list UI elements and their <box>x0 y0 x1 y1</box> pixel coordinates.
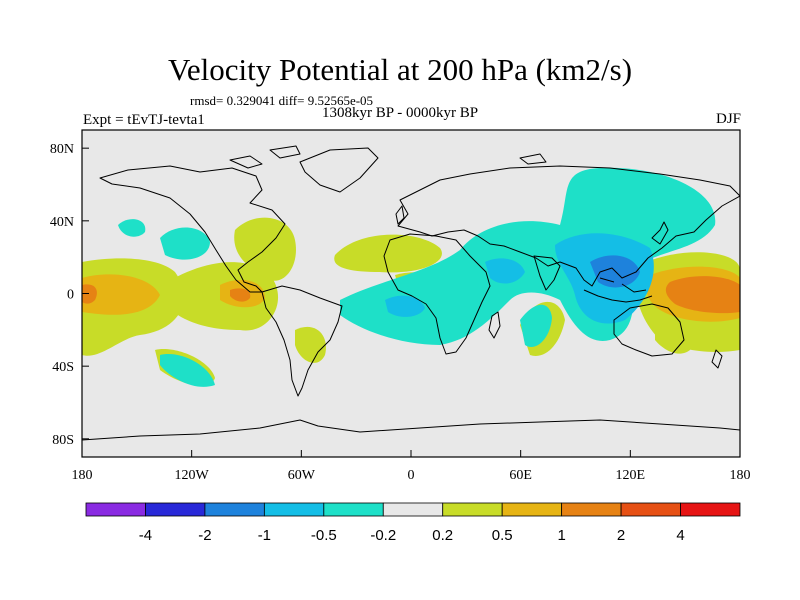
coastline-australia <box>613 303 685 357</box>
experiment-label: Expt = tEvTJ-tevta1 <box>83 112 205 128</box>
contour-darkorange-east-pacific <box>230 288 251 302</box>
colorbar-swatch <box>263 502 325 517</box>
coastline-indonesia <box>583 277 653 303</box>
colorbar-swatch <box>561 502 622 517</box>
colorbar-label: -0.2 <box>370 527 396 544</box>
colorbar-label: 2 <box>617 527 625 544</box>
coastline-madagascar <box>488 311 501 339</box>
colorbar-swatch <box>204 502 265 517</box>
x-tick-label: 180 <box>72 468 93 483</box>
contour-negative-south-pacific <box>160 354 215 387</box>
colorbar-label: 0.2 <box>432 527 453 544</box>
coastline-north-america <box>99 165 286 293</box>
coastline-arctic-islands <box>229 145 547 169</box>
colorbar-swatch <box>382 502 444 517</box>
coastline-uk <box>395 205 405 225</box>
x-tick-label: 120E <box>616 468 646 483</box>
colorbar-label: 4 <box>676 527 684 544</box>
contour-orange-pacific-west <box>82 274 160 315</box>
colorbar-label: 1 <box>557 527 565 544</box>
contour-fills <box>82 167 740 387</box>
period-label: 1308kyr BP - 0000kyr BP <box>322 105 479 121</box>
season-label: DJF <box>715 111 741 127</box>
coastline-new-zealand <box>711 349 723 369</box>
colorbar-swatch <box>145 502 206 517</box>
x-tick-label: 60E <box>509 468 532 483</box>
coastline-india <box>533 255 561 291</box>
stats-label: rmsd= 0.329041 diff= 9.52565e-05 <box>190 93 374 108</box>
contour-negative-southern-indian <box>520 304 552 347</box>
colorbar-label: -2 <box>198 527 211 544</box>
coastline-japan <box>651 221 669 245</box>
colorbar: -4 -2 -1 -0.5 -0.2 0.2 0.5 1 2 4 <box>85 502 741 544</box>
y-tick-label: 40S <box>52 360 74 375</box>
contour-negative-north-atlantic <box>118 219 146 237</box>
y-tick-label: 0 <box>67 288 74 303</box>
colorbar-label: -1 <box>258 527 271 544</box>
contour-positive-atlantic <box>334 234 442 273</box>
x-tick-label: 0 <box>408 468 415 483</box>
coastline-antarctica <box>82 419 740 441</box>
y-tick-label: 80N <box>50 142 74 157</box>
colorbar-swatch <box>501 502 563 517</box>
x-tick-label: 120W <box>175 468 210 483</box>
contour-lightblue-africa <box>385 295 425 317</box>
contour-positive-tasman <box>655 326 691 354</box>
coastline-greenland <box>299 147 379 193</box>
axis-ticks: 180 120W 60W 0 60E 120E 180 80N 40N 0 40S 80S <box>50 142 751 483</box>
coastline-eurasia <box>397 165 740 287</box>
x-tick-label: 60W <box>288 468 316 483</box>
contour-positive-pacific-east <box>155 262 279 331</box>
coastline-south-america <box>261 285 343 397</box>
contour-darkorange-dateline <box>82 284 97 304</box>
colorbar-swatch <box>85 502 146 517</box>
contour-positive-south-america <box>295 326 326 363</box>
colorbar-swatch <box>323 502 384 517</box>
colorbar-label: -0.5 <box>311 527 337 544</box>
contour-darkorange-west-pacific <box>665 276 740 314</box>
contour-negative-north-pacific <box>160 227 210 260</box>
colorbar-swatch <box>442 502 503 517</box>
colorbar-label: -4 <box>139 527 152 544</box>
colorbar-swatch <box>680 502 741 517</box>
colorbar-label: 0.5 <box>492 527 513 544</box>
y-tick-label: 80S <box>52 433 74 448</box>
y-tick-label: 40N <box>50 215 74 230</box>
map-title: Velocity Potential at 200 hPa (km2/s) <box>167 52 633 87</box>
colorbar-swatch <box>620 502 681 517</box>
contour-lightblue-arabia <box>485 258 525 284</box>
coastlines <box>82 145 740 441</box>
coastline-africa <box>383 233 491 355</box>
x-tick-label: 180 <box>730 468 751 483</box>
